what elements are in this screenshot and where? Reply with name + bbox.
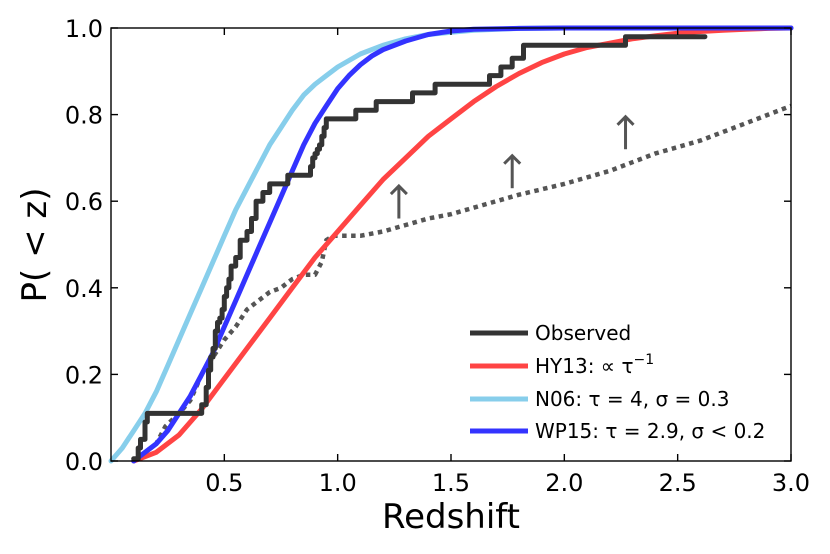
series-line-hy13 xyxy=(131,25,794,464)
x-tick-label: 1.5 xyxy=(432,469,470,497)
series-line-observed xyxy=(131,34,708,462)
legend: Observed HY13: ∝ τ−1 N06: τ = 4, σ = 0.3… xyxy=(470,321,765,443)
y-tick-label: 0.4 xyxy=(65,275,103,303)
legend-label-wp15: WP15: τ = 2.9, σ < 0.2 xyxy=(535,419,765,443)
arrow-head-1 xyxy=(389,183,408,196)
x-tick-label: 2.0 xyxy=(545,469,583,497)
lower-limit-arrows xyxy=(389,114,635,219)
y-tick-label: 0.0 xyxy=(65,448,103,476)
x-tick-label: 2.5 xyxy=(659,469,697,497)
y-tick-label: 1.0 xyxy=(65,15,103,43)
legend-label-hy13-sup: −1 xyxy=(634,352,655,368)
x-tick-label: 3.0 xyxy=(772,469,810,497)
legend-label-hy13: HY13: ∝ τ−1 xyxy=(535,352,654,378)
legend-label-n06: N06: τ = 4, σ = 0.3 xyxy=(535,387,729,411)
series-line-wp15 xyxy=(131,25,794,464)
y-tick-label: 0.2 xyxy=(65,361,103,389)
y-tick-label: 0.8 xyxy=(65,102,103,130)
legend-label-observed: Observed xyxy=(535,321,631,345)
arrow-head-3 xyxy=(616,114,635,126)
arrow-head-2 xyxy=(503,153,522,165)
x-axis-label: Redshift xyxy=(382,497,520,537)
y-axis-label: P( < z) xyxy=(15,188,55,303)
axis-ticks xyxy=(111,27,792,462)
y-tick-label: 0.6 xyxy=(65,188,103,216)
tick-labels: 0.5 1.0 1.5 2.0 2.5 3.0 0.0 0.2 0.4 0.6 0.8 1.0 xyxy=(65,15,810,497)
series-lines xyxy=(108,25,794,464)
legend-label-hy13-main: HY13: ∝ τ xyxy=(535,354,634,378)
x-tick-label: 1.0 xyxy=(319,469,357,497)
x-tick-label: 0.5 xyxy=(205,469,243,497)
